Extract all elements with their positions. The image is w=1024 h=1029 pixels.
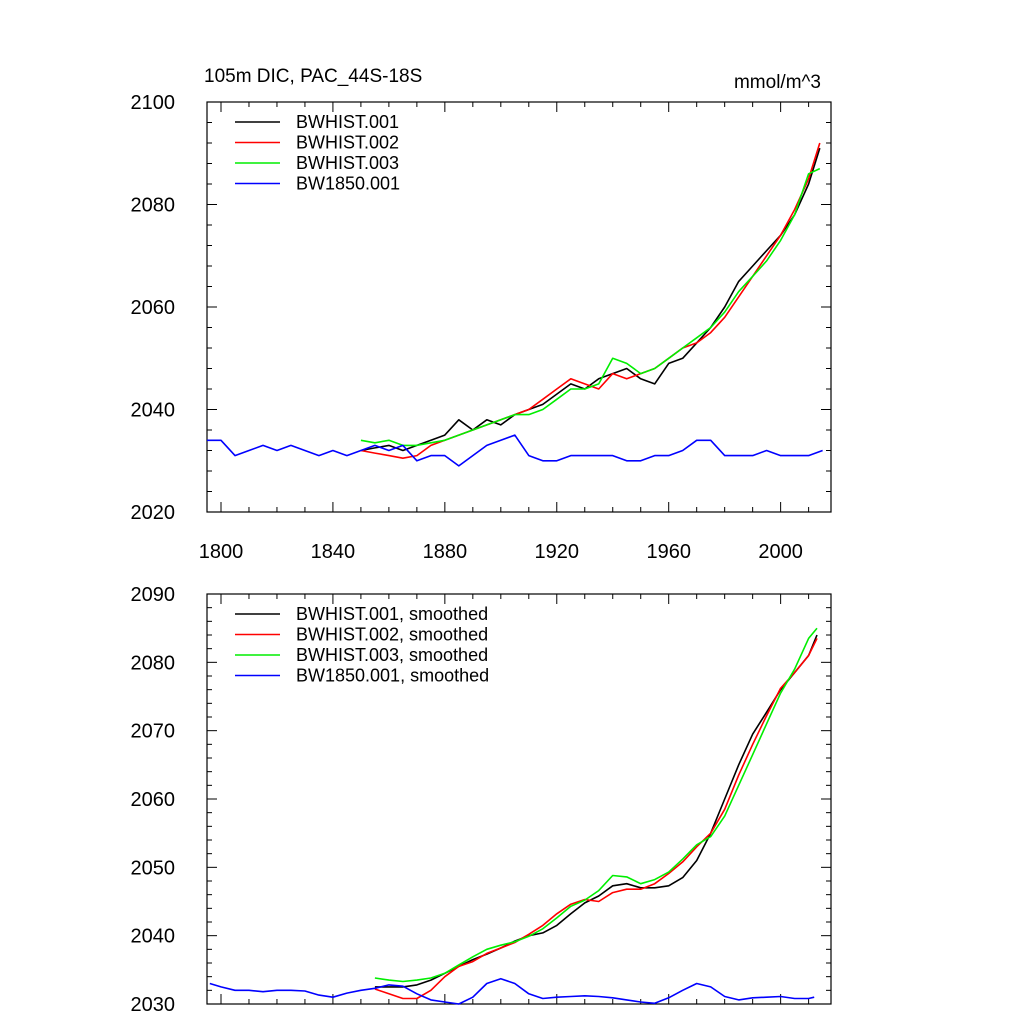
legend-label: BWHIST.003 — [296, 153, 399, 173]
y-tick-label: 2040 — [131, 400, 176, 422]
y-tick-label: 2060 — [131, 789, 176, 811]
y-tick-label: 2050 — [131, 857, 176, 879]
legend-label: BWHIST.002, smoothed — [296, 625, 488, 645]
x-tick-label: 1800 — [199, 541, 244, 563]
y-tick-label: 2040 — [131, 926, 176, 948]
series-line-4 — [207, 434, 823, 467]
legend-label: BW1850.001, smoothed — [296, 666, 489, 686]
y-tick-label: 2080 — [131, 652, 176, 674]
series-line-4 — [209, 977, 815, 1005]
legend-label: BWHIST.003, smoothed — [296, 645, 488, 665]
series-line-1 — [374, 634, 818, 988]
series-line-1 — [360, 147, 821, 452]
legend-label: BWHIST.002 — [296, 133, 399, 153]
y-tick-label: 2070 — [131, 721, 176, 743]
x-tick-label: 1920 — [535, 541, 580, 563]
x-tick-label: 1840 — [311, 541, 356, 563]
x-tick-label: 2000 — [758, 541, 803, 563]
series-line-3 — [360, 167, 821, 447]
legend-label: BWHIST.001 — [296, 112, 399, 132]
x-tick-label: 1960 — [646, 541, 691, 563]
series-line-2 — [360, 142, 821, 460]
legend-label: BW1850.001 — [296, 174, 400, 194]
y-tick-label: 2080 — [131, 195, 176, 217]
y-tick-label: 2090 — [131, 584, 176, 606]
series-line-3 — [374, 627, 818, 983]
y-tick-label: 2020 — [131, 502, 176, 524]
bottom-panel: 2030 2040 2050 2060 2070 2080 2090 BWHIST.001, … — [131, 584, 832, 1016]
y-tick-label: 2060 — [131, 297, 176, 319]
top-panel: 2020 2040 2060 2080 2100 1800 1840 1880 1920 1960… — [131, 66, 832, 563]
y-tick-label: 2030 — [131, 994, 176, 1016]
units-label: mmol/m^3 — [734, 72, 821, 93]
legend-label: BWHIST.001, smoothed — [296, 604, 488, 624]
x-tick-label: 1880 — [423, 541, 468, 563]
series-line-2 — [374, 638, 818, 1000]
chart-title: 105m DIC, PAC_44S-18S — [204, 66, 422, 87]
y-tick-label: 2100 — [131, 92, 176, 114]
